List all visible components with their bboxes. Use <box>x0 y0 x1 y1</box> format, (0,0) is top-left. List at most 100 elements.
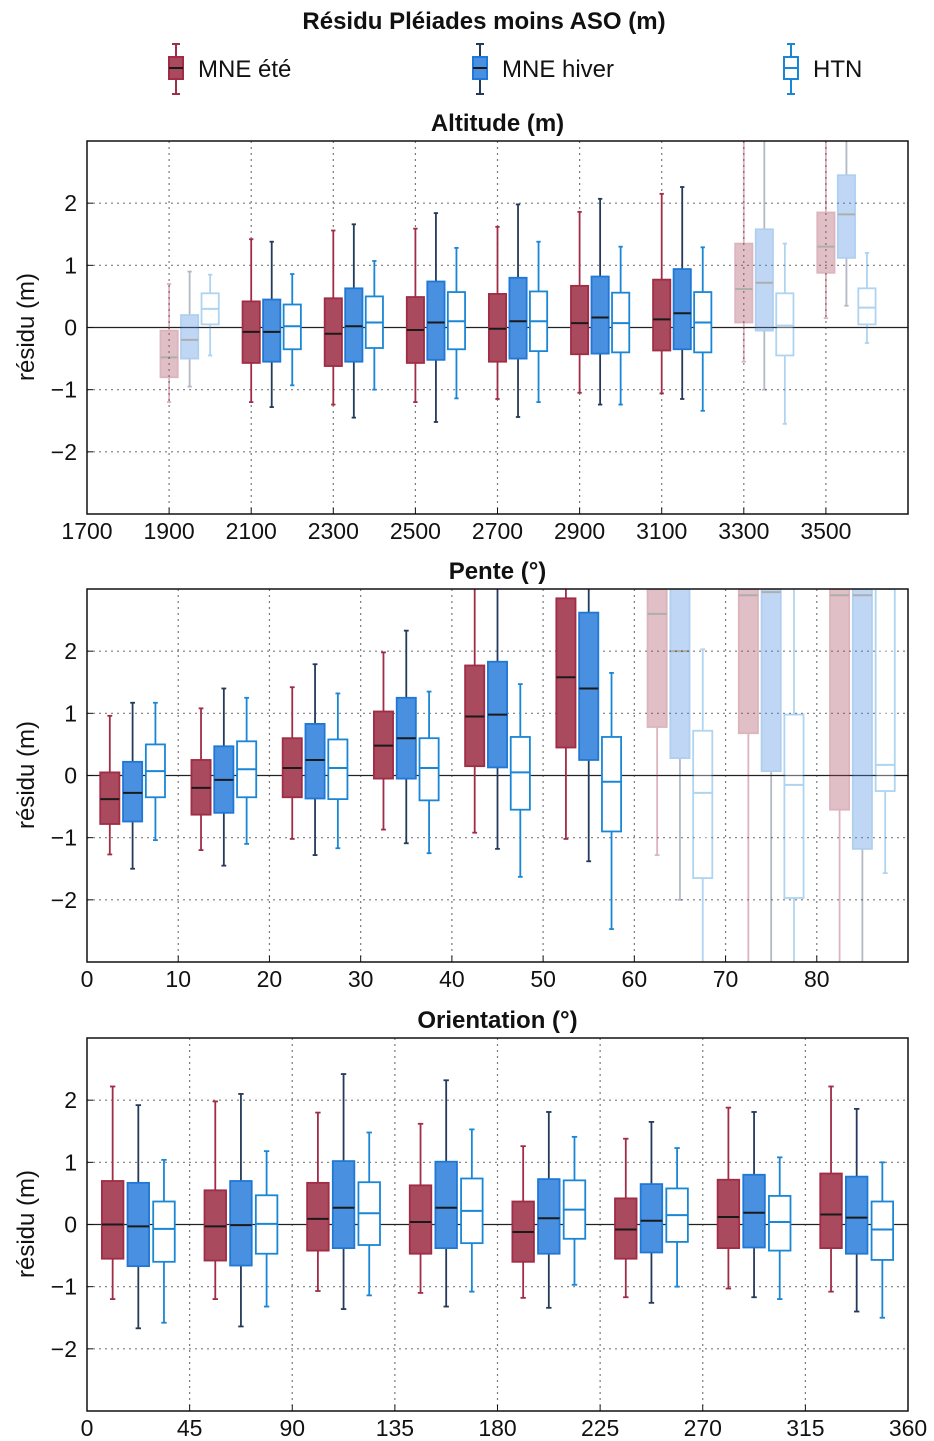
y-tick-label: 1 <box>64 1149 77 1175</box>
x-tick-label: 360 <box>889 1415 927 1441</box>
y-tick-label: −2 <box>51 439 77 465</box>
box-hiver <box>578 589 600 863</box>
box-htn <box>601 672 623 930</box>
box-body <box>716 1178 741 1250</box>
box-hiver <box>395 629 417 845</box>
y-tick-label: 2 <box>64 190 77 216</box>
y-tick-label: 2 <box>64 1087 77 1113</box>
y-tick-label: 0 <box>64 763 77 789</box>
box-body <box>152 1200 176 1263</box>
box-htn <box>857 251 877 344</box>
box-ete <box>241 238 261 404</box>
box-hiver <box>304 663 326 856</box>
box-htn <box>460 1128 484 1293</box>
box-hiver <box>180 270 200 388</box>
box-series <box>100 1073 895 1330</box>
x-tick-label: 45 <box>177 1415 203 1441</box>
box-body <box>816 211 836 274</box>
panel-title: Pente (°) <box>449 558 547 585</box>
box-body <box>829 589 851 811</box>
x-tick-label: 1900 <box>144 518 195 544</box>
box-body <box>331 1160 356 1250</box>
box-hiver <box>754 141 774 391</box>
box-series <box>159 141 877 425</box>
plot-frame <box>86 588 909 963</box>
box-hiver <box>508 203 528 418</box>
box-body <box>734 242 754 324</box>
box-hiver <box>669 589 691 901</box>
box-body <box>344 287 364 363</box>
box-ete <box>487 225 508 400</box>
box-ete <box>716 1106 741 1290</box>
box-series <box>99 589 896 962</box>
box-hiver <box>426 212 446 423</box>
box-htn <box>665 1147 689 1288</box>
box-htn <box>783 589 805 962</box>
box-body <box>200 292 220 326</box>
box-body <box>639 1183 664 1254</box>
box-body <box>672 268 692 351</box>
legend-item-1: MNE hiver <box>472 43 614 95</box>
x-tick-label: 180 <box>478 1415 516 1441</box>
x-tick-label: 40 <box>439 966 465 992</box>
x-tick-label: 20 <box>257 966 283 992</box>
box-htn <box>357 1131 381 1297</box>
box-ete <box>829 589 851 962</box>
box-ete <box>405 227 425 404</box>
x-tick-label: 3100 <box>636 518 687 544</box>
box-body <box>304 723 326 800</box>
box-ete <box>737 589 759 962</box>
box-body <box>323 297 343 367</box>
box-body <box>418 737 440 802</box>
box-body <box>180 314 200 360</box>
box-body <box>537 1178 561 1255</box>
box-htn <box>692 648 714 962</box>
box-body <box>306 1181 330 1252</box>
panel-orientation: Orientation (°) résidu (m) 0 45 90 135 180 225 2… <box>13 1007 927 1441</box>
box-htn <box>364 260 384 391</box>
box-hiver <box>836 141 856 307</box>
box-ete <box>646 589 668 856</box>
box-ete <box>306 1111 330 1292</box>
box-body <box>870 1200 895 1261</box>
box-ete <box>734 141 754 363</box>
box-ete <box>652 192 672 395</box>
panel-pente: Pente (°)résidu (m)0 10 20 30 40 50 60 70 80−2−1… <box>13 558 909 992</box>
box-body <box>669 589 691 759</box>
box-htn <box>144 701 166 842</box>
box-body <box>851 589 873 850</box>
x-tick-label: 1700 <box>61 518 112 544</box>
x-tick-label: 70 <box>713 966 739 992</box>
box-body <box>100 1180 125 1260</box>
box-hiver <box>742 1111 766 1299</box>
box-hiver <box>122 701 144 870</box>
y-tick-label: −2 <box>51 1336 77 1362</box>
box-htn <box>611 245 631 406</box>
x-tick-label: 2700 <box>472 518 523 544</box>
box-body <box>652 278 672 352</box>
x-tick-label: 315 <box>786 1415 824 1441</box>
box-ete <box>323 229 343 406</box>
box-ete <box>614 1137 638 1299</box>
box-hiver <box>331 1073 356 1310</box>
x-tick-label: 2900 <box>554 518 605 544</box>
box-body <box>508 276 528 360</box>
x-tick-label: 10 <box>165 966 191 992</box>
box-body <box>857 287 877 326</box>
box-ete <box>372 651 394 831</box>
plot-frame <box>86 1037 909 1412</box>
box-htn <box>874 589 896 875</box>
x-tick-label: 50 <box>530 966 556 992</box>
box-hiver <box>851 589 873 962</box>
panel-title: Altitude (m) <box>431 110 564 137</box>
box-body <box>159 329 179 379</box>
box-ete <box>819 1085 843 1293</box>
box-body <box>819 1172 843 1250</box>
box-body <box>845 1175 869 1255</box>
panel-altitude: Altitude (m) résidu (m) 1700 1900 2100 2300 25… <box>13 110 909 544</box>
x-tick-label: 0 <box>81 966 94 992</box>
box-htn <box>152 1158 176 1324</box>
box-hiver <box>126 1104 150 1330</box>
box-body <box>760 589 782 773</box>
